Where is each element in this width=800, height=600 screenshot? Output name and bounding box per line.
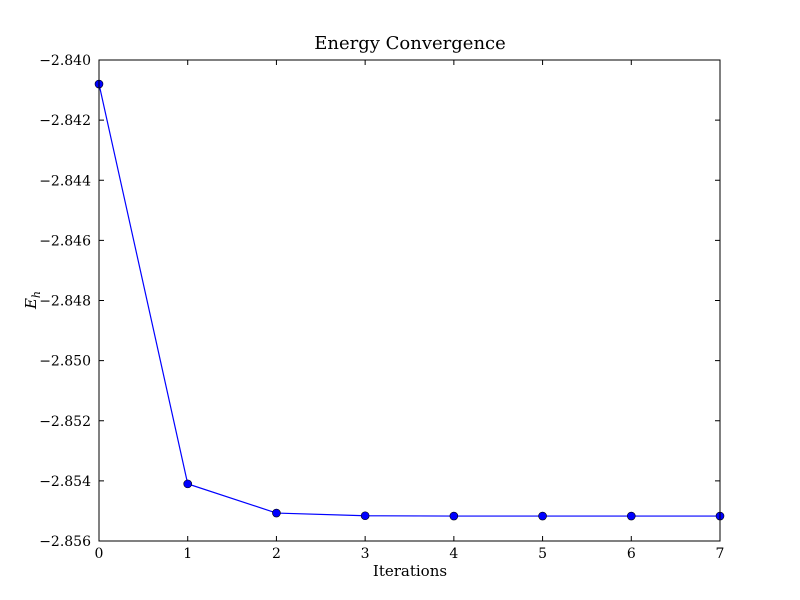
y-tick-label: −2.846 <box>39 233 91 249</box>
chart-title: Energy Convergence <box>314 33 506 54</box>
y-tick-label: −2.840 <box>39 53 91 69</box>
data-point <box>183 479 193 489</box>
data-point <box>272 508 281 518</box>
y-axis-label-subscript: h <box>30 291 43 298</box>
axis-ticks: 0 1 2 3 4 5 6 7 −2.840 −2.842 −2.844 −2.846 −2.848 −2… <box>39 53 724 562</box>
x-tick-label: 5 <box>538 546 547 562</box>
x-tick-label: 3 <box>361 546 370 562</box>
x-tick-label: 0 <box>95 546 104 562</box>
x-tick-label: 4 <box>449 546 458 562</box>
data-point <box>538 511 547 521</box>
y-tick-label: −2.854 <box>39 474 91 490</box>
x-tick-label: 2 <box>272 546 281 562</box>
y-tick-label: −2.842 <box>39 113 91 129</box>
y-tick-label: −2.852 <box>39 414 91 430</box>
data-point <box>449 511 459 521</box>
y-tick-label: −2.856 <box>39 534 91 550</box>
y-tick-label: −2.848 <box>39 294 91 310</box>
data-point <box>360 511 370 521</box>
x-tick-label: 1 <box>183 546 192 562</box>
x-axis-label: Iterations <box>373 562 447 580</box>
y-axis-label: Eh <box>22 291 43 310</box>
series-line <box>98 83 720 517</box>
x-tick-label: 7 <box>716 546 725 562</box>
y-tick-label: −2.844 <box>39 173 91 189</box>
y-tick-label: −2.850 <box>39 354 91 370</box>
data-series <box>94 79 725 521</box>
x-tick-label: 6 <box>627 546 636 562</box>
plot-frame <box>98 59 721 542</box>
data-point <box>626 511 636 521</box>
y-axis-label-main: E <box>22 298 40 310</box>
